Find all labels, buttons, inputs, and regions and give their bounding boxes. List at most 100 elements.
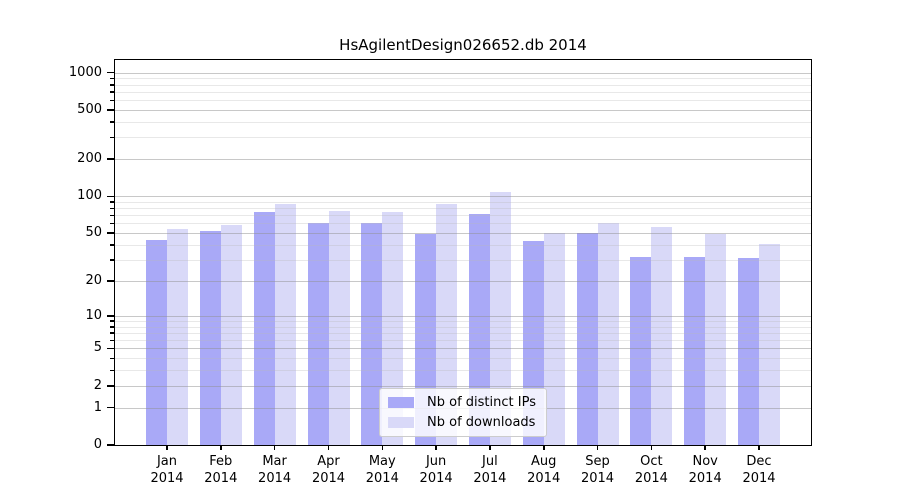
y-tick-label: 50 xyxy=(85,225,102,241)
x-tick-label: Jun 2014 xyxy=(419,454,453,486)
bar-downloads-nov xyxy=(705,234,727,445)
y-minor-tick xyxy=(110,207,114,210)
y-tick xyxy=(107,71,114,74)
grid-major-line xyxy=(115,159,811,161)
y-tick-label: 500 xyxy=(77,101,102,117)
x-tick xyxy=(381,445,383,450)
y-tick xyxy=(107,158,114,160)
bar-distinct-ips-may xyxy=(361,222,383,445)
y-minor-tick xyxy=(110,121,114,123)
plot-area: Nb of distinct IPs Nb of downloads xyxy=(114,59,812,446)
y-tick-label: 10 xyxy=(85,307,102,323)
y-minor-tick xyxy=(110,332,114,334)
bar-distinct-ips-mar xyxy=(253,212,275,445)
y-minor-tick xyxy=(110,259,114,261)
y-tick xyxy=(107,385,114,387)
grid-minor-line xyxy=(115,100,811,102)
bar-downloads-dec xyxy=(759,243,780,445)
bar-downloads-jul xyxy=(489,192,511,445)
y-tick xyxy=(107,444,114,446)
x-tick-label: Apr 2014 xyxy=(311,454,346,486)
y-minor-tick xyxy=(110,244,114,246)
y-tick-label: 100 xyxy=(77,188,102,204)
grid-minor-line xyxy=(115,137,811,139)
y-tick-label: 20 xyxy=(85,272,102,288)
y-tick xyxy=(107,315,114,317)
grid-minor-line xyxy=(115,84,811,86)
grid-major-line xyxy=(115,109,811,111)
y-minor-tick xyxy=(110,222,114,225)
legend-swatch-downloads xyxy=(388,417,415,428)
grid-minor-line xyxy=(115,332,811,334)
legend-swatch-distinct-ips xyxy=(388,397,415,408)
y-tick xyxy=(107,109,114,111)
grid-minor-line xyxy=(115,121,811,123)
bar-downloads-aug xyxy=(543,233,565,445)
bar-distinct-ips-oct xyxy=(630,256,652,445)
grid-minor-line xyxy=(115,208,811,210)
grid-minor-line xyxy=(115,326,811,328)
x-tick xyxy=(650,445,653,450)
x-tick xyxy=(166,445,168,450)
x-tick-label: Dec 2014 xyxy=(742,454,776,486)
bar-distinct-ips-nov xyxy=(684,256,706,445)
y-tick-label: 5 xyxy=(93,340,102,356)
grid-minor-line xyxy=(115,78,811,80)
y-minor-tick xyxy=(110,84,114,86)
grid-minor-line xyxy=(115,370,811,372)
y-minor-tick xyxy=(110,91,114,93)
y-minor-tick xyxy=(110,99,114,102)
x-tick xyxy=(704,445,706,450)
grid-minor-line xyxy=(115,358,811,360)
y-minor-tick xyxy=(110,77,114,80)
y-tick xyxy=(107,347,114,350)
bar-distinct-ips-feb xyxy=(199,231,221,445)
x-tick xyxy=(543,445,545,450)
y-minor-tick xyxy=(110,369,114,372)
y-minor-tick xyxy=(110,357,114,360)
grid-minor-line xyxy=(115,223,811,225)
x-tick xyxy=(220,445,222,450)
x-tick xyxy=(273,445,276,450)
legend-label-downloads: Nb of downloads xyxy=(427,415,536,430)
y-minor-tick xyxy=(110,326,114,328)
grid-major-line xyxy=(115,385,811,387)
x-tick xyxy=(435,445,437,450)
x-tick-label: Mar 2014 xyxy=(258,454,292,486)
chart-title: HsAgilentDesign026652.db 2014 xyxy=(339,36,587,54)
grid-major-line xyxy=(115,315,811,317)
x-tick-label: Jan 2014 xyxy=(150,454,184,486)
x-tick-label: Nov 2014 xyxy=(688,454,722,486)
grid-minor-line xyxy=(115,244,811,246)
y-tick-label: 0 xyxy=(93,437,102,452)
x-tick xyxy=(489,445,491,450)
x-tick-label: Feb 2014 xyxy=(204,454,238,486)
bar-distinct-ips-apr xyxy=(307,222,329,445)
grid-major-line xyxy=(115,348,811,350)
bar-distinct-ips-dec xyxy=(738,258,759,445)
bar-downloads-sep xyxy=(597,222,619,445)
y-minor-tick xyxy=(110,320,114,322)
bar-distinct-ips-jul xyxy=(468,213,490,445)
grid-major-line xyxy=(115,233,811,235)
grid-major-line xyxy=(115,280,811,282)
bar-downloads-feb xyxy=(220,225,242,445)
y-minor-tick xyxy=(110,214,114,217)
legend-row-distinct-ips: Nb of distinct IPs xyxy=(388,395,536,410)
grid-minor-line xyxy=(115,201,811,203)
grid-major-line xyxy=(115,196,811,198)
grid-minor-line xyxy=(115,259,811,261)
grid-minor-line xyxy=(115,215,811,217)
x-tick-label: Oct 2014 xyxy=(634,454,668,486)
x-tick-label: May 2014 xyxy=(365,454,399,486)
y-tick-label: 200 xyxy=(77,151,102,167)
y-minor-tick xyxy=(110,339,114,342)
y-tick xyxy=(107,406,114,409)
x-tick-label: Sep 2014 xyxy=(580,454,615,486)
x-tick xyxy=(596,445,599,450)
bar-downloads-mar xyxy=(274,203,296,445)
bar-distinct-ips-jan xyxy=(146,239,167,445)
y-minor-tick xyxy=(110,136,114,139)
grid-minor-line xyxy=(115,340,811,342)
